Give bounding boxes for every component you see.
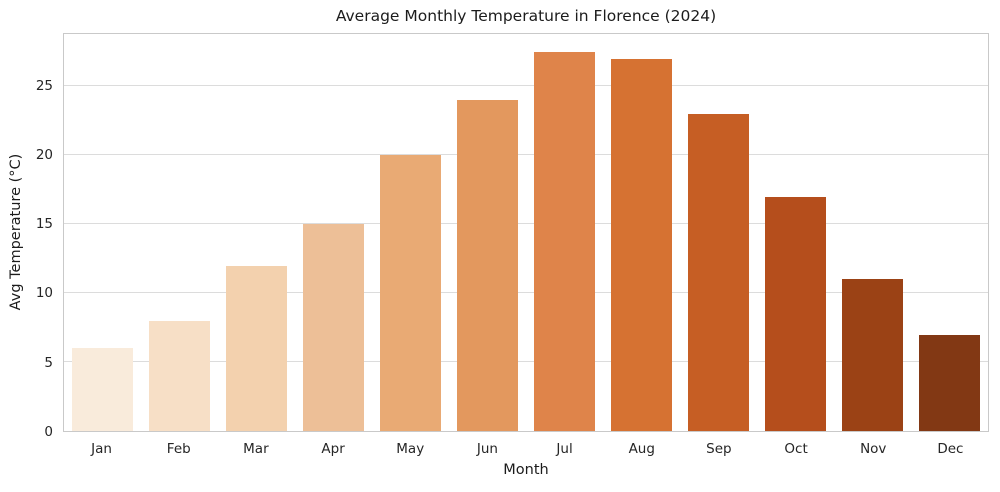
bar-dec [918,334,981,431]
x-tick-label: Jan [91,441,112,457]
y-tick-label: 10 [35,285,53,302]
x-tick-label: Oct [784,441,808,457]
x-tick-label: Mar [243,441,269,457]
gridline [64,291,988,294]
bar-sep [687,113,750,431]
gridline [64,360,988,363]
bar-aug [610,58,673,431]
bar-nov [841,279,904,431]
bar-oct [764,196,827,431]
y-tick-label: 5 [44,354,53,371]
bar-jul [533,51,596,431]
bar-jan [71,348,134,431]
x-tick-label: Apr [321,441,345,457]
bar-apr [302,224,365,431]
y-axis-tick-labels: 0 5 10 15 20 25 [0,33,53,440]
gridline [64,222,988,225]
x-axis-tick-labels: Jan Feb Mar Apr May Jun Jul Aug Sep Oct Nov Dec [63,441,989,459]
y-tick-label: 15 [35,216,53,233]
x-tick-label: Aug [628,441,655,457]
gridline [64,154,988,156]
x-tick-label: May [396,441,425,457]
x-axis-label: Month [503,462,549,478]
bar-feb [148,320,211,431]
plot-area [63,33,989,432]
y-tick-label: 20 [35,146,53,163]
bar-mar [225,265,288,431]
x-tick-label: Nov [860,441,887,457]
y-tick-label: 25 [35,77,53,94]
x-tick-label: Jun [476,441,498,457]
x-tick-label: Feb [166,441,191,457]
x-tick-label: Sep [706,441,732,457]
x-tick-label: Jul [556,441,573,457]
x-tick-label: Dec [937,441,964,457]
y-tick-label: 0 [44,424,53,440]
bar-jun [456,100,519,431]
chart-title: Average Monthly Temperature in Florence … [335,7,717,25]
gridline [64,85,988,87]
bar-may [379,155,442,431]
